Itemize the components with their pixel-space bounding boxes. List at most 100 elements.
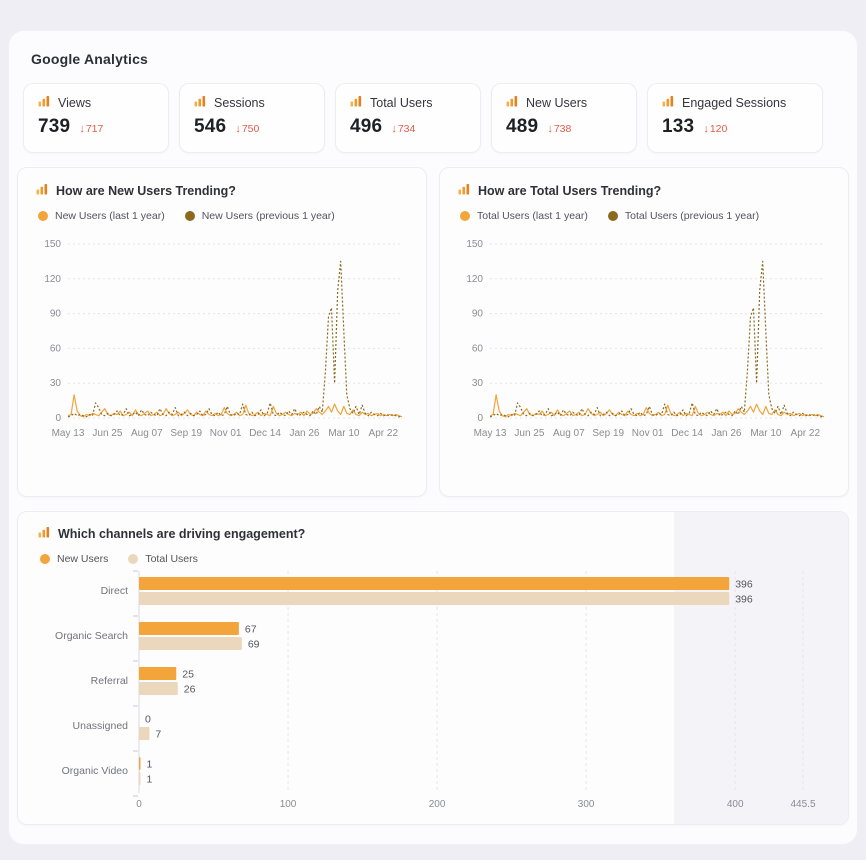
svg-text:0: 0 bbox=[145, 714, 151, 726]
svg-text:150: 150 bbox=[466, 239, 483, 250]
bar-chart-icon bbox=[350, 95, 362, 110]
svg-text:0: 0 bbox=[136, 799, 142, 810]
svg-text:May 13: May 13 bbox=[52, 428, 85, 439]
svg-text:Aug 07: Aug 07 bbox=[553, 428, 585, 439]
svg-text:120: 120 bbox=[466, 274, 483, 285]
svg-text:Unassigned: Unassigned bbox=[73, 720, 129, 732]
svg-text:Direct: Direct bbox=[101, 585, 129, 597]
down-arrow-icon: ↓ bbox=[391, 123, 397, 135]
svg-text:200: 200 bbox=[429, 799, 446, 810]
svg-text:396: 396 bbox=[735, 579, 753, 591]
kpi-card-new-users: New Users 489 ↓738 bbox=[491, 83, 637, 153]
svg-text:Organic Search: Organic Search bbox=[55, 630, 128, 642]
svg-text:90: 90 bbox=[50, 309, 62, 320]
svg-text:7: 7 bbox=[155, 729, 161, 741]
legend-dot bbox=[38, 211, 48, 221]
kpi-label: Engaged Sessions bbox=[682, 95, 787, 110]
svg-text:30: 30 bbox=[472, 378, 484, 389]
kpi-value: 133 bbox=[662, 116, 695, 137]
legend-dot bbox=[607, 211, 618, 221]
legend-item-total-users-last[interactable]: Total Users (last 1 year) bbox=[460, 210, 588, 222]
svg-text:Apr 22: Apr 22 bbox=[369, 428, 399, 439]
kpi-card-sessions: Sessions 546 ↓750 bbox=[179, 83, 325, 153]
bar-chart-icon bbox=[662, 95, 674, 110]
svg-text:26: 26 bbox=[184, 684, 196, 696]
bar-chart-icon bbox=[36, 183, 48, 198]
down-arrow-icon: ↓ bbox=[703, 123, 709, 135]
svg-text:Nov 01: Nov 01 bbox=[210, 428, 242, 439]
svg-text:300: 300 bbox=[578, 799, 595, 810]
svg-text:Nov 01: Nov 01 bbox=[632, 428, 664, 439]
kpi-row: Views 739 ↓717 Sessions 546 ↓750 bbox=[23, 83, 843, 153]
svg-text:May 13: May 13 bbox=[474, 428, 507, 439]
legend-item-total-users[interactable]: Total Users bbox=[128, 553, 198, 565]
kpi-delta: ↓120 bbox=[703, 123, 728, 135]
kpi-card-engaged-sessions: Engaged Sessions 133 ↓120 bbox=[647, 83, 823, 153]
kpi-delta: ↓750 bbox=[235, 123, 260, 135]
svg-text:Sep 19: Sep 19 bbox=[170, 428, 202, 439]
legend-dot bbox=[40, 554, 50, 564]
dashboard-panel: Google Analytics Views 739 ↓717 Sessions bbox=[8, 30, 858, 845]
down-arrow-icon: ↓ bbox=[547, 123, 553, 135]
down-arrow-icon: ↓ bbox=[235, 123, 241, 135]
total-users-trend-chart[interactable]: 0 30 60 90 120 150 May 13 Jun 25 Aug 07 Sep 19 Nov… bbox=[458, 230, 830, 458]
channels-engagement-card: Which channels are driving engagement? N… bbox=[17, 511, 849, 825]
kpi-value: 496 bbox=[350, 116, 383, 137]
svg-text:445.5: 445.5 bbox=[790, 799, 815, 810]
bar-chart-icon bbox=[38, 95, 50, 110]
svg-text:120: 120 bbox=[44, 274, 61, 285]
down-arrow-icon: ↓ bbox=[79, 123, 85, 135]
kpi-card-views: Views 739 ↓717 bbox=[23, 83, 169, 153]
svg-text:30: 30 bbox=[50, 378, 62, 389]
svg-text:1: 1 bbox=[146, 774, 152, 786]
svg-text:90: 90 bbox=[472, 309, 484, 320]
legend: Total Users (last 1 year) Total Users (p… bbox=[460, 210, 830, 222]
svg-text:Mar 10: Mar 10 bbox=[750, 428, 782, 439]
svg-text:69: 69 bbox=[248, 639, 260, 651]
svg-text:Jun 25: Jun 25 bbox=[514, 428, 544, 439]
chart-title: Which channels are driving engagement? bbox=[38, 526, 828, 541]
kpi-label: Views bbox=[58, 95, 92, 110]
svg-text:60: 60 bbox=[472, 343, 484, 354]
kpi-card-total-users: Total Users 496 ↓734 bbox=[335, 83, 481, 153]
channels-bar-chart[interactable]: 0 100 200 300 400 445.5 Direct 396 396 Organic Se… bbox=[38, 569, 830, 821]
chart-title: How are Total Users Trending? bbox=[458, 183, 830, 198]
total-users-trend-card: How are Total Users Trending? Total User… bbox=[439, 167, 849, 497]
legend-item-total-users-previous[interactable]: Total Users (previous 1 year) bbox=[607, 210, 759, 222]
svg-text:Aug 07: Aug 07 bbox=[131, 428, 163, 439]
kpi-value: 489 bbox=[506, 116, 539, 137]
bar-chart-icon bbox=[38, 526, 50, 541]
bar-chart-icon bbox=[506, 95, 518, 110]
legend-item-new-users[interactable]: New Users bbox=[40, 553, 108, 565]
svg-text:25: 25 bbox=[182, 669, 194, 681]
svg-text:150: 150 bbox=[44, 239, 61, 250]
legend-dot bbox=[460, 211, 470, 221]
svg-text:Dec 14: Dec 14 bbox=[249, 428, 281, 439]
kpi-label: New Users bbox=[526, 95, 588, 110]
kpi-value: 546 bbox=[194, 116, 227, 137]
svg-text:Organic Video: Organic Video bbox=[62, 765, 129, 777]
bar-chart-icon bbox=[194, 95, 206, 110]
svg-text:67: 67 bbox=[245, 624, 257, 636]
kpi-label: Total Users bbox=[370, 95, 433, 110]
svg-text:Apr 22: Apr 22 bbox=[791, 428, 821, 439]
new-users-trend-card: How are New Users Trending? New Users (l… bbox=[17, 167, 427, 497]
legend-item-new-users-last[interactable]: New Users (last 1 year) bbox=[38, 210, 165, 222]
svg-text:Jun 25: Jun 25 bbox=[92, 428, 122, 439]
svg-text:100: 100 bbox=[280, 799, 297, 810]
kpi-delta: ↓738 bbox=[547, 123, 572, 135]
legend-dot bbox=[128, 554, 139, 564]
chart-title: How are New Users Trending? bbox=[36, 183, 408, 198]
svg-text:1: 1 bbox=[146, 759, 152, 771]
kpi-value: 739 bbox=[38, 116, 71, 137]
svg-text:60: 60 bbox=[50, 343, 62, 354]
plot-overflow-panel bbox=[673, 512, 848, 824]
svg-text:Sep 19: Sep 19 bbox=[592, 428, 624, 439]
svg-text:Jan 26: Jan 26 bbox=[289, 428, 319, 439]
kpi-delta: ↓717 bbox=[79, 123, 104, 135]
svg-text:Jan 26: Jan 26 bbox=[711, 428, 741, 439]
kpi-delta: ↓734 bbox=[391, 123, 416, 135]
bar-chart-icon bbox=[458, 183, 470, 198]
new-users-trend-chart[interactable]: 0 30 60 90 120 150 May 13 Jun 25 Aug 07 Sep 19 Nov… bbox=[36, 230, 408, 458]
legend-item-new-users-previous[interactable]: New Users (previous 1 year) bbox=[184, 210, 335, 222]
